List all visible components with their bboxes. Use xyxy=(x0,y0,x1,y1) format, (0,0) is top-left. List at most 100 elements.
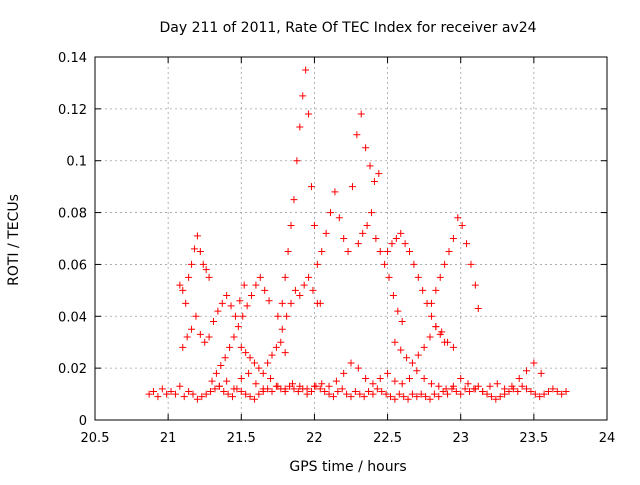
data-point xyxy=(531,390,539,398)
data-point xyxy=(410,260,418,268)
data-point xyxy=(290,196,298,204)
chart-title: Day 211 of 2011, Rate Of TEC Index for r… xyxy=(159,20,536,36)
grid-lines xyxy=(95,57,607,420)
data-point xyxy=(331,188,339,196)
data-point xyxy=(327,209,335,217)
data-point xyxy=(296,292,304,300)
data-point xyxy=(310,382,318,390)
y-tick-label: 0.14 xyxy=(58,51,87,66)
data-point xyxy=(365,387,373,395)
data-point xyxy=(438,328,446,336)
data-point xyxy=(196,247,204,255)
data-point xyxy=(291,286,299,294)
data-point xyxy=(373,385,381,393)
data-point xyxy=(388,240,396,248)
data-point xyxy=(239,312,247,320)
data-point xyxy=(378,387,386,395)
data-point xyxy=(487,393,495,401)
x-tick-label: 23.5 xyxy=(519,431,548,446)
data-point xyxy=(261,286,269,294)
data-point xyxy=(376,375,384,383)
data-point xyxy=(214,307,222,315)
data-point xyxy=(523,385,531,393)
data-point xyxy=(471,385,479,393)
data-point xyxy=(256,273,264,281)
data-point xyxy=(243,302,251,310)
data-point xyxy=(274,312,282,320)
data-point xyxy=(537,369,545,377)
data-point xyxy=(343,390,351,398)
data-point xyxy=(457,375,465,383)
data-point xyxy=(354,364,362,372)
data-point xyxy=(363,222,371,230)
plot-frame xyxy=(94,56,608,421)
data-point xyxy=(347,359,355,367)
data-point xyxy=(427,299,435,307)
data-point xyxy=(395,390,403,398)
data-point xyxy=(449,382,457,390)
data-point xyxy=(264,359,272,367)
data-point xyxy=(430,390,438,398)
data-point xyxy=(454,214,462,222)
data-point xyxy=(417,390,425,398)
data-point xyxy=(211,385,219,393)
data-point xyxy=(259,385,267,393)
data-point xyxy=(413,393,421,401)
data-point xyxy=(318,247,326,255)
data-point xyxy=(296,382,304,390)
y-tick-label: 0.04 xyxy=(58,310,87,325)
data-point xyxy=(207,387,215,395)
data-point xyxy=(288,380,296,388)
data-point xyxy=(303,385,311,393)
data-point xyxy=(250,359,258,367)
data-point xyxy=(463,240,471,248)
data-point xyxy=(449,343,457,351)
data-point xyxy=(293,157,301,165)
data-point xyxy=(265,297,273,305)
data-point xyxy=(224,390,232,398)
data-point xyxy=(540,390,548,398)
y-tick-label: 0 xyxy=(79,414,87,429)
data-point xyxy=(414,273,422,281)
data-point xyxy=(278,299,286,307)
data-point xyxy=(414,351,422,359)
data-point xyxy=(248,292,256,300)
data-point xyxy=(403,354,411,362)
data-point xyxy=(189,390,197,398)
data-point xyxy=(218,299,226,307)
data-point xyxy=(205,333,213,341)
data-point xyxy=(397,229,405,237)
data-point xyxy=(394,307,402,315)
data-point xyxy=(223,377,231,385)
data-point xyxy=(231,312,239,320)
data-point xyxy=(299,92,307,100)
data-point xyxy=(179,343,187,351)
data-point xyxy=(408,390,416,398)
data-point xyxy=(408,359,416,367)
data-point xyxy=(277,338,285,346)
data-point xyxy=(404,395,412,403)
data-point xyxy=(281,273,289,281)
data-point xyxy=(391,338,399,346)
data-point xyxy=(401,240,409,248)
data-point xyxy=(242,349,250,357)
data-point xyxy=(558,390,566,398)
y-tick-label: 0.08 xyxy=(58,207,87,222)
data-point xyxy=(296,123,304,131)
data-point xyxy=(449,235,457,242)
data-point xyxy=(432,286,440,294)
data-point xyxy=(340,235,348,242)
data-point xyxy=(474,305,482,313)
data-point xyxy=(483,390,491,398)
data-point xyxy=(237,343,245,351)
data-point xyxy=(471,281,479,289)
data-point xyxy=(255,364,263,372)
data-point xyxy=(391,395,399,403)
data-point xyxy=(544,387,552,395)
data-point xyxy=(318,380,326,388)
data-point xyxy=(325,382,333,390)
y-tick-label: 0.1 xyxy=(66,155,87,170)
data-point xyxy=(406,375,414,383)
data-point xyxy=(176,281,184,289)
